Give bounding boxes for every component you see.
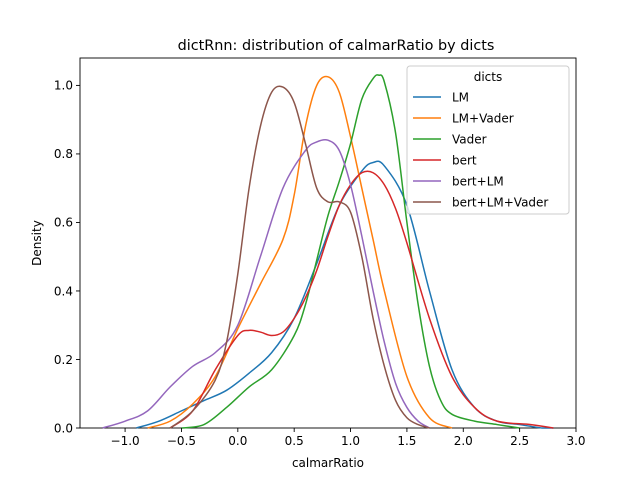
plot-area: [79, 57, 577, 429]
x-tick-label: 2.0: [454, 434, 473, 448]
legend-label-lm: LM: [452, 90, 469, 104]
series-line-bert: [169, 170, 554, 429]
y-tick-label: 0.0: [54, 421, 73, 435]
x-axis: −1.0 −0.5 0.0 0.5 1.0 1.5 2.0 2.5 3.0: [111, 428, 586, 448]
y-tick-label: 0.4: [54, 284, 73, 298]
legend-label-vader: Vader: [452, 132, 487, 146]
series-line-vader: [181, 74, 520, 429]
y-axis: 0.0 0.2 0.4 0.6 0.8 1.0: [54, 79, 80, 435]
legend-box: [406, 65, 570, 215]
series-lines: [102, 74, 554, 429]
y-tick-label: 1.0: [54, 79, 73, 93]
x-tick-label: 1.5: [397, 434, 416, 448]
x-axis-label: calmarRatio: [292, 456, 364, 470]
y-tick-label: 0.6: [54, 216, 73, 230]
x-tick-label: 3.0: [566, 434, 585, 448]
legend-label-bert-plus-lm-plus-vader: bert+LM+Vader: [452, 195, 548, 209]
legend-items: LM LM+Vader Vader bert bert+LM bert+LM+Vader: [413, 90, 548, 209]
legend: dicts LM LM+Vader Vader bert bert+LM bert+LM+…: [406, 65, 570, 215]
x-tick-label: 0.5: [285, 434, 304, 448]
legend-label-bert-plus-lm: bert+LM: [452, 174, 504, 188]
series-line-lm-plus-vader: [147, 75, 453, 429]
plot-frame: [79, 57, 577, 429]
legend-title: dicts: [474, 70, 503, 84]
x-tick-label: −1.0: [111, 434, 140, 448]
y-tick-label: 0.2: [54, 353, 73, 367]
x-tick-label: −0.5: [167, 434, 196, 448]
x-tick-label: 1.0: [341, 434, 360, 448]
chart-title: dictRnn: distribution of calmarRatio by …: [178, 38, 495, 54]
series-line-bert-plus-lm: [102, 138, 430, 429]
x-tick-label: 2.5: [510, 434, 529, 448]
y-axis-label: Density: [30, 220, 44, 266]
legend-label-bert: bert: [452, 153, 477, 167]
legend-label-lm-plus-vader: LM+Vader: [452, 111, 514, 125]
series-line-bert-plus-lm-plus-vader: [169, 85, 430, 429]
x-tick-label: 0.0: [228, 434, 247, 448]
y-tick-label: 0.8: [54, 147, 73, 161]
